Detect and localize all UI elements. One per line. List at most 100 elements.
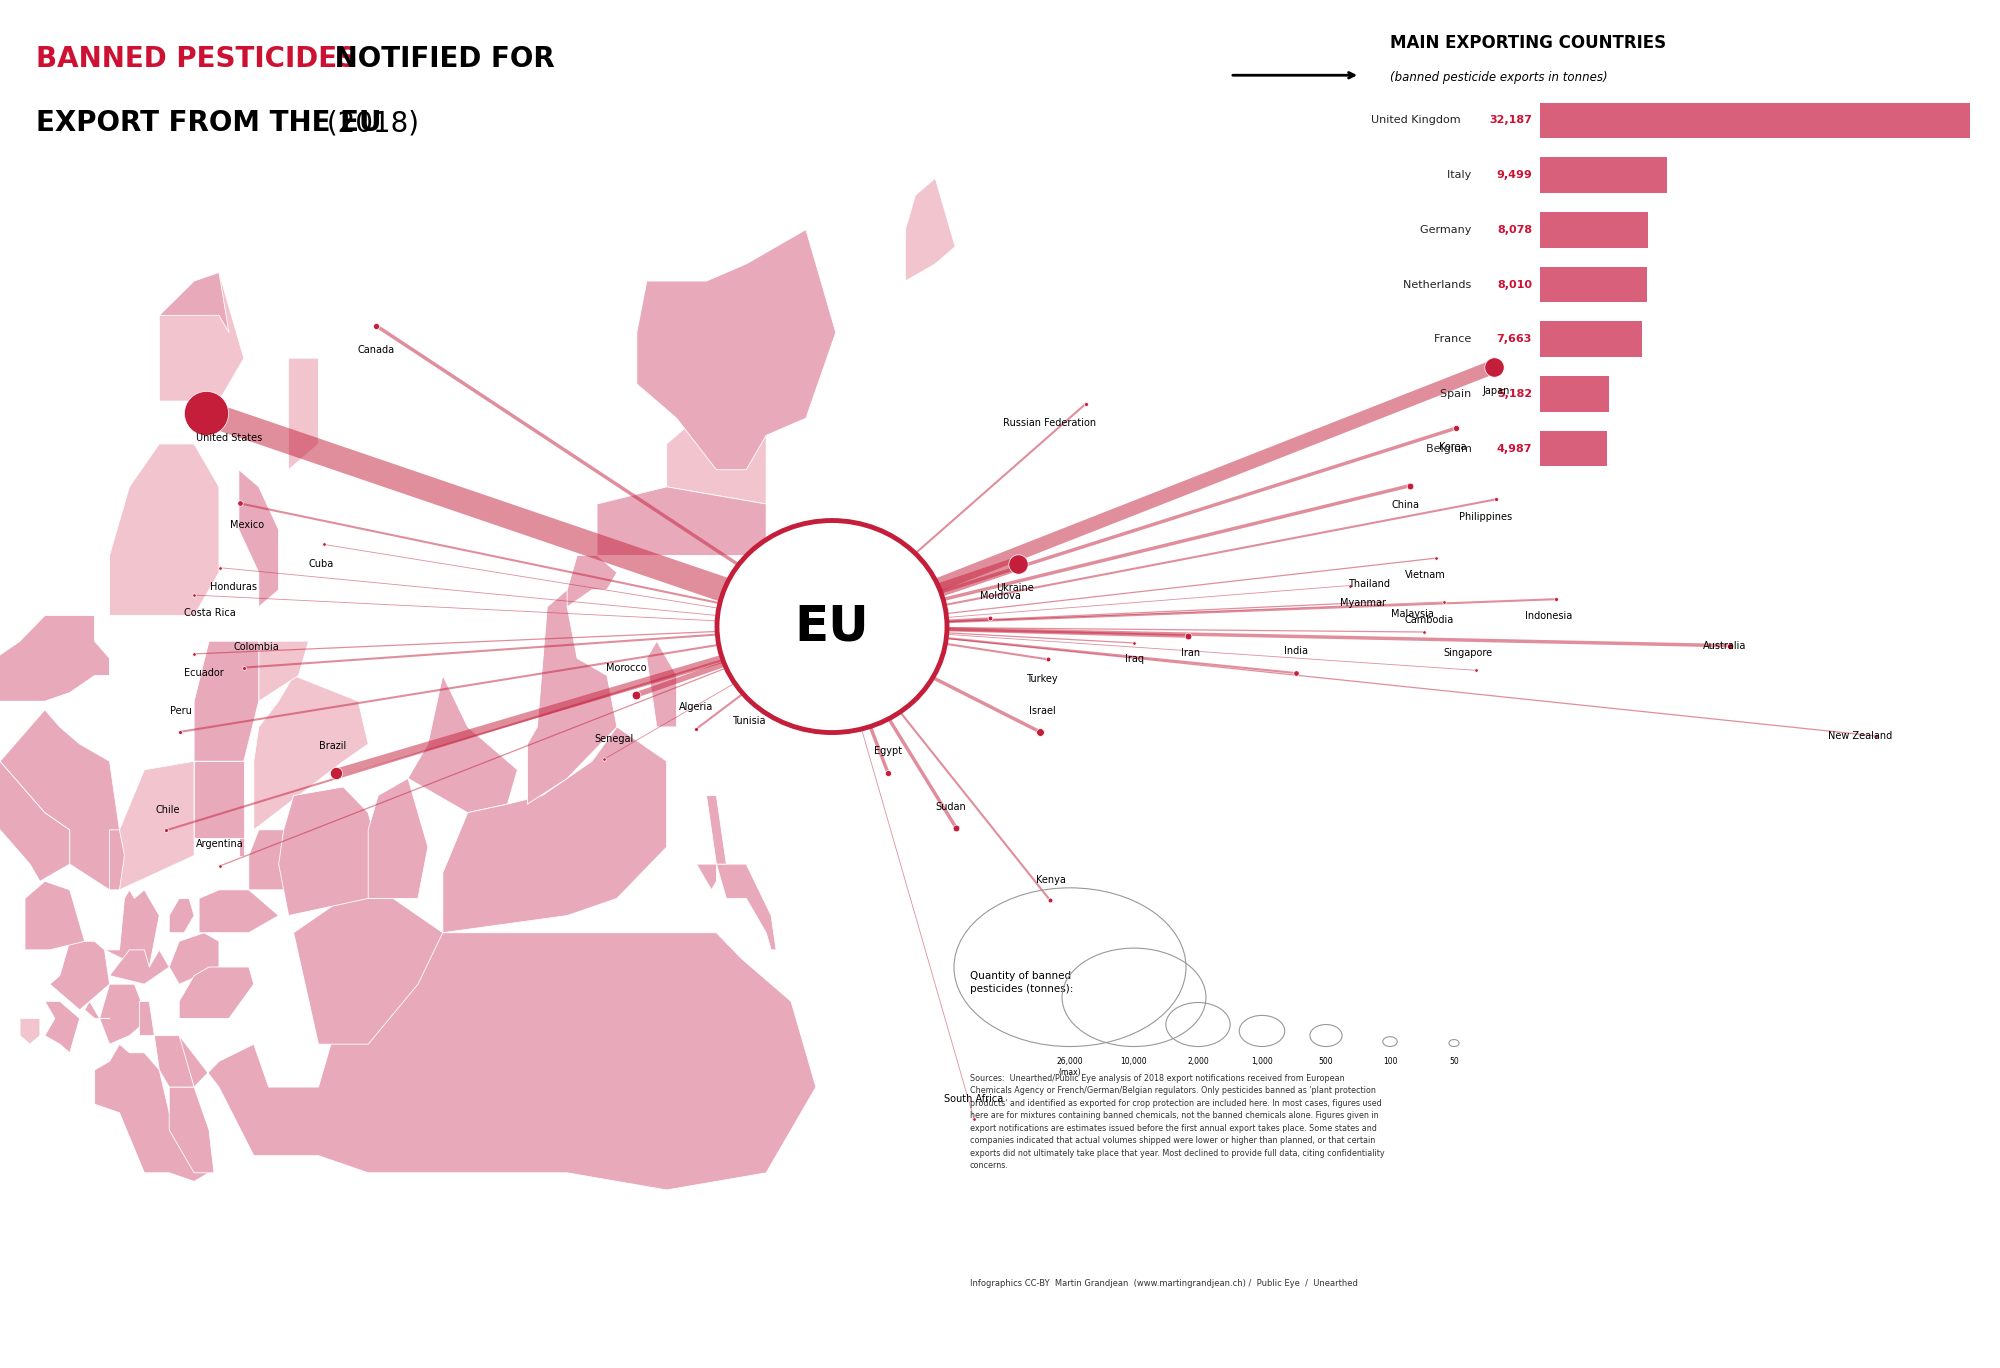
Text: Germany: Germany [1420, 224, 1476, 235]
Text: Iraq: Iraq [1124, 654, 1144, 665]
Point [680, 718, 712, 740]
Text: Ukraine: Ukraine [996, 583, 1034, 594]
Text: Philippines: Philippines [1458, 512, 1512, 523]
Point [1394, 475, 1426, 497]
Point [178, 584, 210, 606]
Text: South Africa: South Africa [944, 1093, 1004, 1104]
Text: Belgium: Belgium [1426, 443, 1476, 454]
Text: Israel: Israel [1030, 706, 1056, 717]
Text: United States: United States [196, 432, 262, 443]
Ellipse shape [716, 520, 948, 733]
Text: Myanmar: Myanmar [1340, 598, 1386, 609]
Point [1118, 632, 1150, 654]
Text: United Kingdom: United Kingdom [1370, 115, 1464, 126]
Point [740, 691, 772, 713]
Point [204, 557, 236, 579]
Text: 26,000
(max): 26,000 (max) [1056, 1057, 1084, 1077]
Text: France: France [1434, 334, 1476, 345]
Point [1420, 547, 1452, 569]
Text: China: China [1392, 499, 1420, 510]
Text: Cambodia: Cambodia [1404, 614, 1454, 625]
Text: Malaysia: Malaysia [1392, 609, 1434, 620]
Point [1460, 659, 1492, 681]
Text: 50: 50 [1450, 1057, 1458, 1067]
Point [164, 721, 196, 743]
Point [1364, 591, 1396, 613]
Bar [1540, 212, 1648, 248]
Text: 8,078: 8,078 [1496, 224, 1532, 235]
Text: EU: EU [794, 602, 870, 651]
Text: Russian Federation: Russian Federation [1002, 417, 1096, 428]
Text: 4,987: 4,987 [1496, 443, 1532, 454]
Text: Australia: Australia [1702, 640, 1746, 651]
Point [974, 607, 1006, 629]
Text: Japan: Japan [1482, 386, 1510, 397]
Point [1334, 575, 1366, 596]
Point [360, 315, 392, 337]
Point [1280, 662, 1312, 684]
Point [150, 819, 182, 841]
Text: Costa Rica: Costa Rica [184, 607, 236, 618]
Point [228, 657, 260, 679]
Text: 500: 500 [1318, 1057, 1334, 1067]
Text: MAIN EXPORTING COUNTRIES: MAIN EXPORTING COUNTRIES [1390, 34, 1666, 52]
Point [1440, 417, 1472, 439]
Text: Thailand: Thailand [1348, 579, 1390, 590]
Point [1540, 588, 1572, 610]
Text: (2018): (2018) [318, 109, 418, 137]
Bar [1540, 267, 1648, 302]
Point [620, 684, 652, 706]
Text: Argentina: Argentina [196, 839, 244, 850]
Point [308, 534, 340, 555]
Point [588, 748, 620, 770]
Text: Spain: Spain [1440, 389, 1476, 399]
Text: Algeria: Algeria [678, 702, 714, 713]
Text: Cuba: Cuba [308, 558, 334, 569]
Point [1480, 488, 1512, 510]
Text: 10,000: 10,000 [1120, 1057, 1148, 1067]
Point [320, 762, 352, 784]
Point [204, 855, 236, 877]
Text: 32,187: 32,187 [1490, 115, 1532, 126]
Text: India: India [1284, 646, 1308, 657]
Text: NOTIFIED FOR: NOTIFIED FOR [324, 45, 554, 73]
Text: Kenya: Kenya [1036, 874, 1066, 885]
Point [940, 817, 972, 839]
Point [872, 762, 904, 784]
Point [958, 1108, 990, 1130]
Point [1034, 889, 1066, 911]
Point [1714, 635, 1746, 657]
Text: Netherlands: Netherlands [1404, 279, 1476, 290]
Text: 7,663: 7,663 [1496, 334, 1532, 345]
Point [1070, 393, 1102, 415]
Text: EXPORT FROM THE EU: EXPORT FROM THE EU [36, 109, 382, 137]
Point [1478, 356, 1510, 378]
Text: Brazil: Brazil [318, 740, 346, 751]
Point [1860, 725, 1892, 747]
Text: Tunisia: Tunisia [732, 715, 766, 726]
Point [1024, 721, 1056, 743]
Text: Sudan: Sudan [936, 802, 966, 813]
Text: 8,010: 8,010 [1496, 279, 1532, 290]
Point [1032, 648, 1064, 670]
Point [1172, 625, 1204, 647]
Text: New Zealand: New Zealand [1828, 731, 1892, 741]
Text: Korea: Korea [1438, 442, 1466, 453]
Point [1428, 591, 1460, 613]
Text: 9,499: 9,499 [1496, 170, 1532, 181]
Text: Mexico: Mexico [230, 520, 264, 531]
Text: Iran: Iran [1180, 647, 1200, 658]
Text: Peru: Peru [170, 706, 192, 717]
Text: Vietnam: Vietnam [1406, 569, 1446, 580]
Text: Singapore: Singapore [1442, 647, 1492, 658]
Text: Honduras: Honduras [210, 581, 256, 592]
Bar [1540, 431, 1606, 466]
Text: Sources:  Unearthed/Public Eye analysis of 2018 export notifications received fr: Sources: Unearthed/Public Eye analysis o… [970, 1074, 1384, 1171]
Text: Italy: Italy [1448, 170, 1476, 181]
Bar [1540, 321, 1642, 357]
Text: 2,000: 2,000 [1188, 1057, 1208, 1067]
Text: BANNED PESTICIDES NOTIFIED FOR: BANNED PESTICIDES NOTIFIED FOR [36, 45, 586, 73]
Point [224, 492, 256, 514]
Text: Egypt: Egypt [874, 746, 902, 757]
Text: Colombia: Colombia [234, 642, 280, 653]
